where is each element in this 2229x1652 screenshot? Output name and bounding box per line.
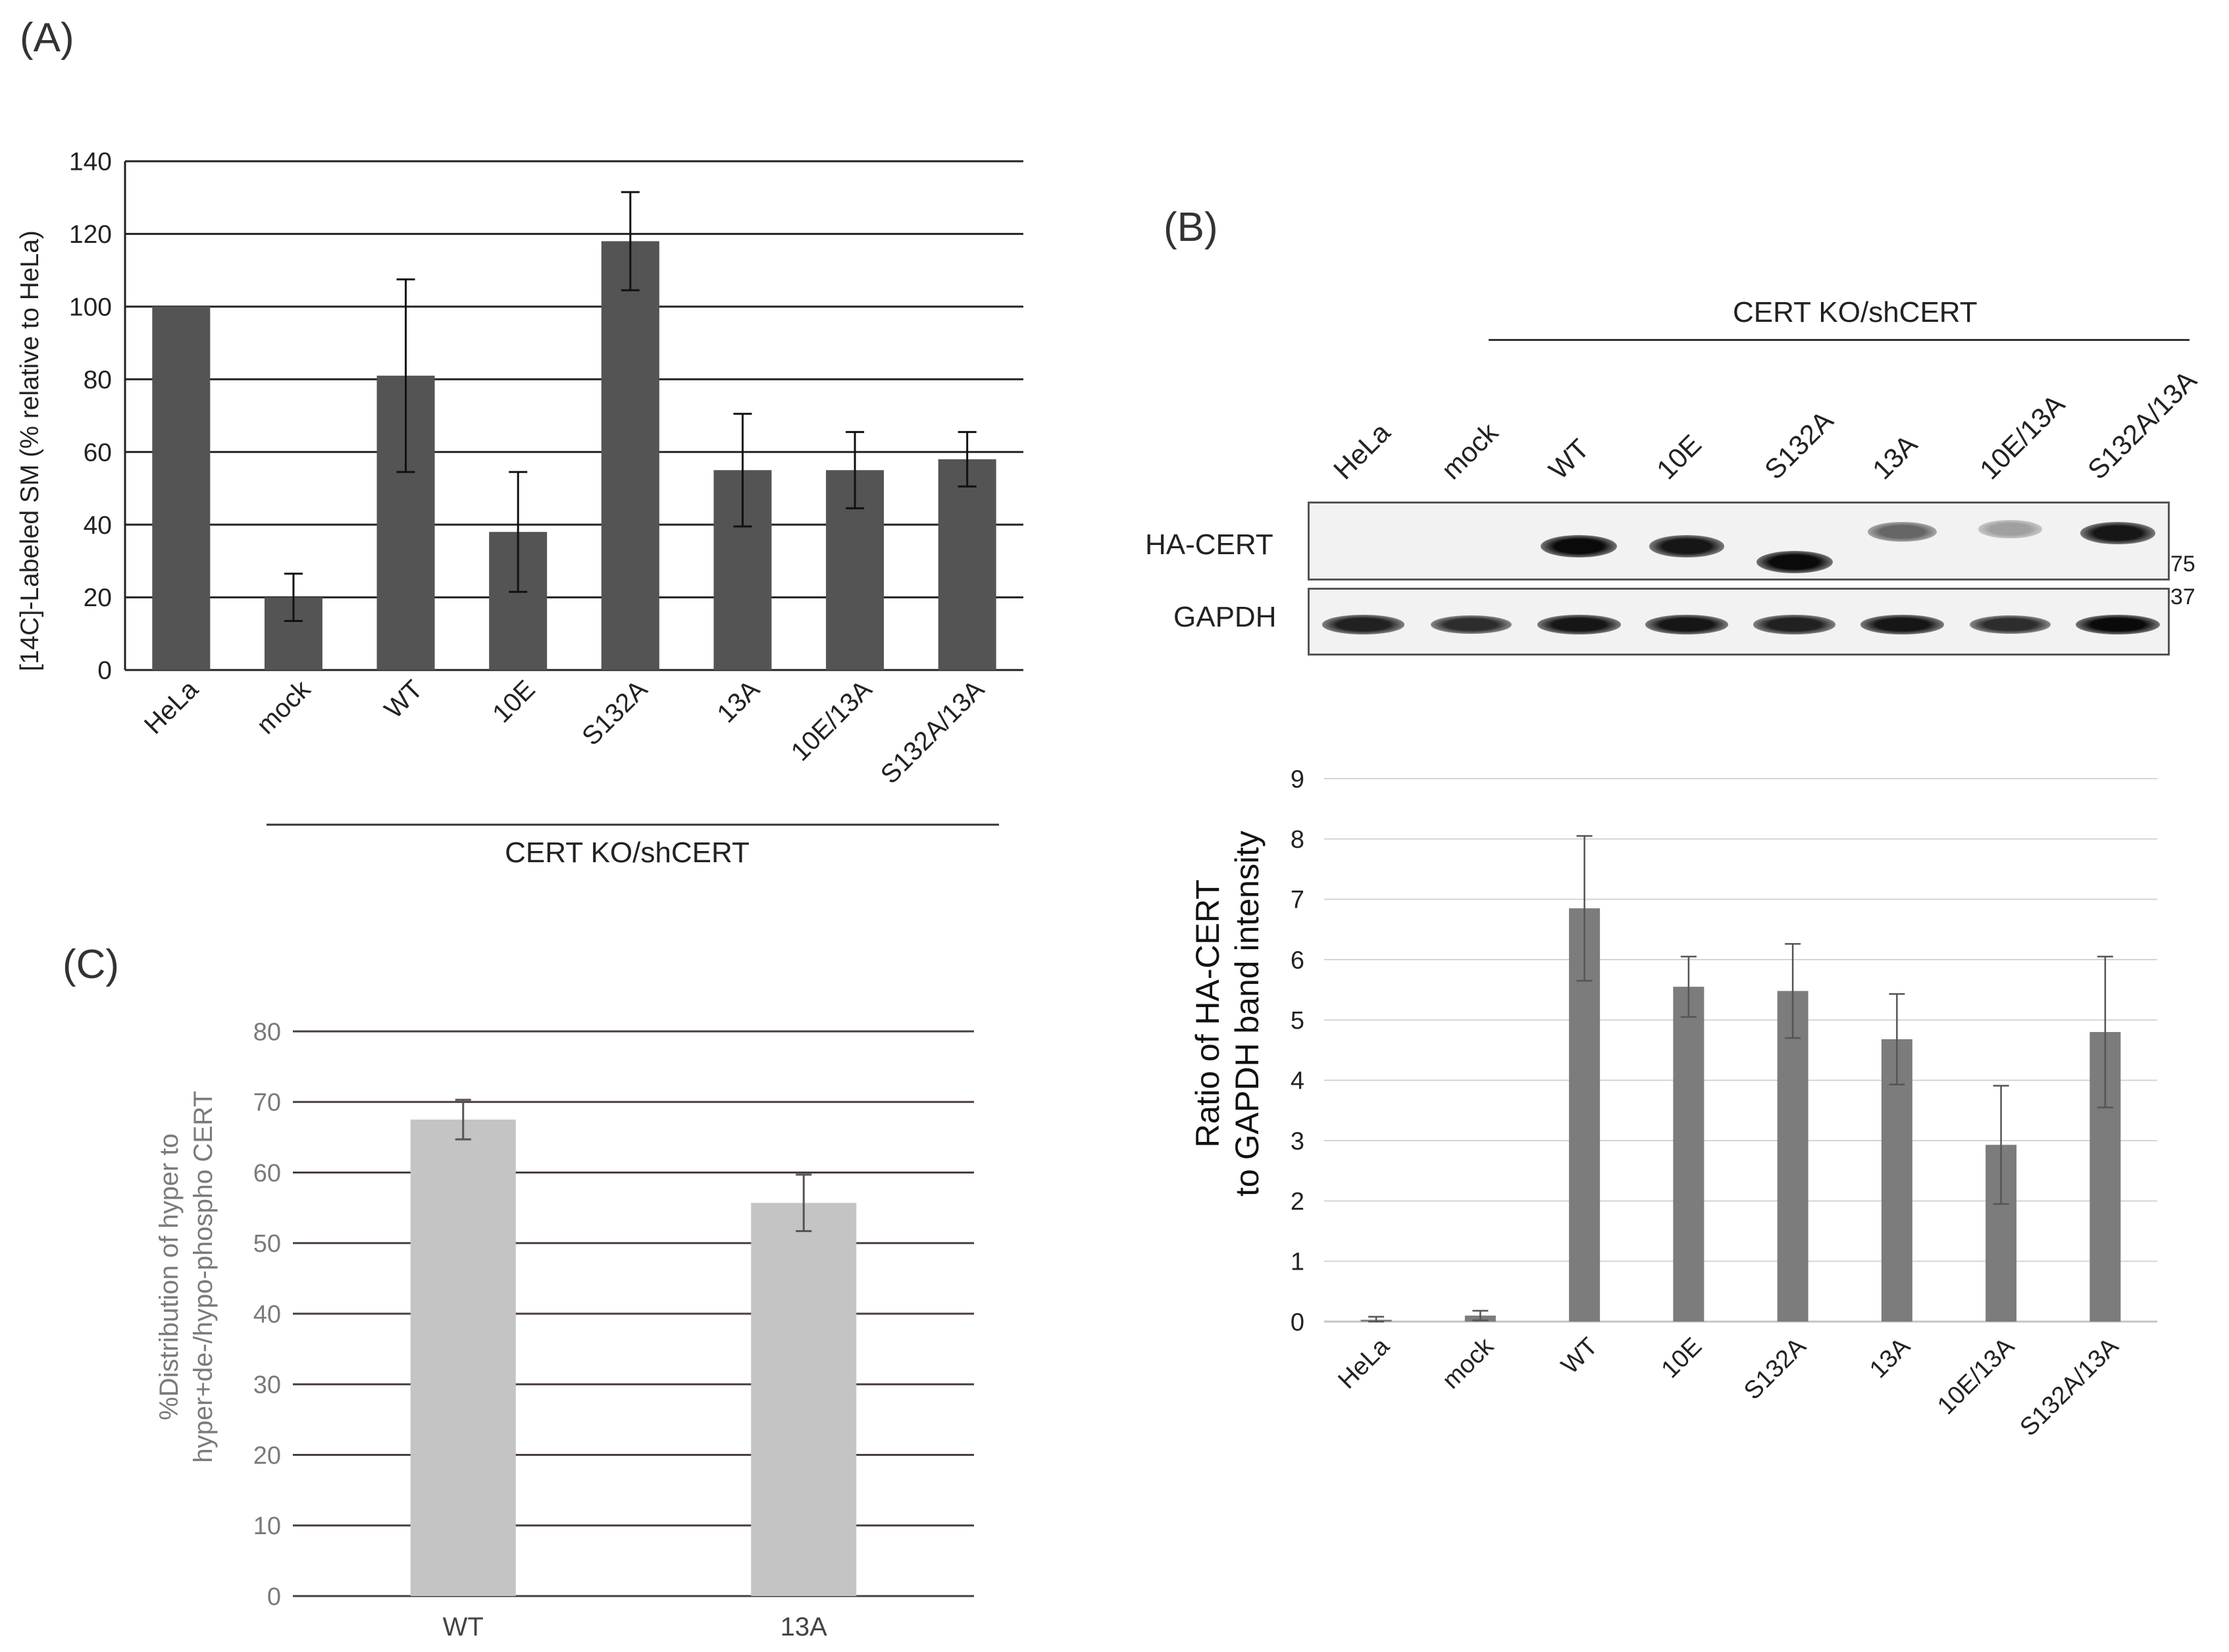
c-ytick-60: 60 (253, 1160, 281, 1187)
chart-a-group-label: CERT KO/shCERT (505, 837, 750, 869)
a-errorbar-wt (396, 278, 415, 473)
blot-band-gapdh-wt (1537, 615, 1621, 634)
b-bar-s132a (1777, 991, 1808, 1322)
blot-band-ha-cert-wt (1541, 535, 1618, 557)
b-errorbar-hela (1368, 1316, 1385, 1323)
b-ytick-7: 7 (1291, 887, 1304, 914)
b-xtick-hela: HeLa (1333, 1332, 1396, 1395)
a-ytick-0: 0 (97, 657, 112, 685)
c-xtick-wt: WT (443, 1613, 484, 1641)
a-ytick-20: 20 (84, 584, 112, 612)
b-xtick-s132a: S132A (1739, 1332, 1812, 1405)
a-bar-s132a (601, 241, 659, 670)
c-ytick-80: 80 (253, 1018, 281, 1046)
a-errorbar-10e-13a (846, 430, 865, 509)
blot-band-gapdh-10e (1645, 615, 1729, 634)
blot-marker-37: 37 (2170, 584, 2195, 609)
a-ytick-80: 80 (84, 366, 112, 394)
a-errorbar-10e (509, 471, 528, 593)
chart-a-ylabel: [14C]-Labeled SM (% relative to HeLa) (16, 230, 44, 671)
blot-ha-cert-strip (1308, 502, 2170, 581)
b-bar-10e (1673, 987, 1704, 1322)
blot-band-gapdh-s132a (1753, 615, 1836, 634)
chart-b-ylabel-line-2: to GAPDH band intensity (1229, 831, 1266, 1197)
panel-label-b: (B) (1164, 205, 1218, 250)
blot-group-label: CERT KO/shCERT (1733, 296, 1978, 328)
blot-band-ha-cert-s132a (1756, 551, 1833, 573)
a-bar-hela (152, 306, 211, 670)
c-bar-wt (410, 1120, 516, 1596)
blot-band-ha-cert-13a (1868, 522, 1937, 542)
blot-band-gapdh-s132a-13a (2076, 615, 2161, 634)
c-errorbar-wt (455, 1098, 471, 1141)
chart-a: [14C]-Labeled SM (% relative to HeLa) 0 2… (16, 148, 1023, 869)
b-ytick-4: 4 (1291, 1068, 1304, 1095)
blot-group-line (1489, 339, 2190, 341)
c-ytick-30: 30 (253, 1372, 281, 1399)
c-ytick-0: 0 (267, 1583, 281, 1611)
a-bar-s132a-13a (938, 459, 996, 670)
c-ytick-40: 40 (253, 1301, 281, 1328)
c-xtick-13a: 13A (781, 1613, 827, 1641)
chart-b-ylabel-line-1: Ratio of HA-CERT (1189, 879, 1226, 1148)
a-ytick-60: 60 (84, 438, 112, 467)
blot-band-ha-cert-10e (1649, 535, 1725, 557)
a-errorbar-13a (733, 413, 752, 528)
b-xtick-10e: 10E (1656, 1333, 1708, 1384)
b-ytick-3: 3 (1291, 1127, 1304, 1155)
c-ytick-20: 20 (253, 1442, 281, 1470)
blot-band-gapdh-13a (1860, 615, 1944, 634)
blot-gapdh-strip (1308, 588, 2170, 656)
b-ytick-5: 5 (1291, 1007, 1304, 1035)
b-xtick-mock: mock (1437, 1332, 1500, 1395)
a-ytick-40: 40 (84, 511, 112, 540)
a-errorbar-s132a-13a (958, 430, 977, 488)
b-errorbar-wt (1576, 835, 1593, 982)
b-xtick-wt: WT (1556, 1333, 1603, 1380)
b-ytick-1: 1 (1291, 1249, 1304, 1276)
b-xtick-10e-13a: 10E/13A (1932, 1332, 2020, 1420)
b-ytick-9: 9 (1291, 765, 1304, 793)
b-errorbar-10e (1680, 956, 1697, 1018)
b-errorbar-s132a (1785, 942, 1801, 1039)
chart-c-ylabel-line-1: %Distribution of hyper to (155, 1133, 184, 1420)
b-errorbar-13a (1889, 993, 1905, 1085)
c-bar-13a (751, 1202, 857, 1596)
panel-label-a: (A) (20, 15, 74, 61)
a-ytick-140: 140 (69, 148, 112, 176)
blot-band-gapdh-hela (1322, 615, 1405, 634)
a-ytick-100: 100 (69, 294, 112, 322)
c-ytick-50: 50 (253, 1230, 281, 1258)
panel-label-c: (C) (63, 942, 120, 987)
c-ytick-70: 70 (253, 1089, 281, 1117)
a-ytick-120: 120 (69, 220, 112, 249)
c-errorbar-13a (796, 1174, 812, 1233)
blot-band-ha-cert-10e-13a (1978, 520, 2042, 538)
chart-c: %Distribution of hyper to hyper+de-/hypo… (155, 1018, 974, 1641)
b-bar-13a (1881, 1039, 1912, 1322)
blot-band-ha-cert-s132a-13a (2080, 522, 2156, 544)
b-xtick-13a: 13A (1864, 1332, 1916, 1383)
c-ytick-10: 10 (253, 1512, 281, 1540)
b-ytick-8: 8 (1291, 826, 1304, 854)
blot-band-gapdh-mock (1431, 615, 1512, 634)
blot-row-label-gapdh: GAPDH (1173, 601, 1277, 633)
a-errorbar-s132a (621, 191, 640, 292)
b-xtick-s132a-13a: S132A/13A (2015, 1332, 2124, 1441)
b-errorbar-10e-13a (1993, 1085, 2009, 1205)
a-errorbar-mock (284, 573, 303, 622)
b-errorbar-mock (1472, 1310, 1489, 1322)
chart-c-ylabel-line-2: hyper+de-/hypo-phospho CERT (189, 1091, 218, 1462)
b-ytick-0: 0 (1291, 1308, 1304, 1336)
b-errorbar-s132a-13a (2097, 956, 2113, 1108)
blot-marker-75: 75 (2170, 552, 2195, 577)
b-ytick-6: 6 (1291, 946, 1304, 974)
blot-row-label-ha-cert: HA-CERT (1145, 529, 1273, 561)
b-ytick-2: 2 (1291, 1188, 1304, 1216)
blot-band-gapdh-10e-13a (1969, 615, 2051, 634)
